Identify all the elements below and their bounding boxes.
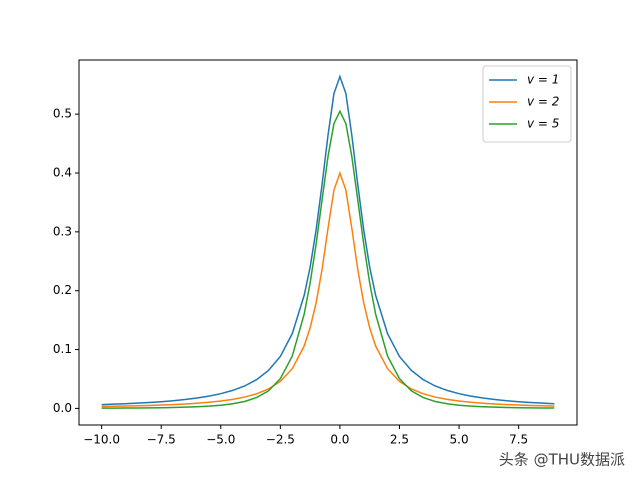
y-tick-label: 0.0 — [53, 401, 72, 415]
y-tick-label: 0.5 — [53, 107, 72, 121]
x-tick-label: −5.0 — [206, 433, 235, 447]
y-tick-label: 0.4 — [53, 165, 72, 179]
legend-label: v = 2 — [527, 95, 559, 109]
y-tick-label: 0.1 — [53, 342, 72, 356]
x-tick-label: 5.0 — [450, 433, 469, 447]
x-tick-label: −2.5 — [266, 433, 295, 447]
line-series — [101, 170, 555, 408]
legend-box — [482, 65, 572, 143]
x-tick-label: 0.0 — [330, 433, 349, 447]
x-tick-label: −10.0 — [83, 433, 120, 447]
x-tick-label: −7.5 — [147, 433, 176, 447]
y-tick-label: 0.2 — [53, 283, 72, 297]
watermark: 头条 @THU数据派 — [499, 451, 625, 469]
line-series — [101, 109, 555, 409]
y-tick-label: 0.3 — [53, 224, 72, 238]
x-tick-label: 2.5 — [390, 433, 409, 447]
legend-label: v = 5 — [527, 117, 559, 131]
legend-label: v = 1 — [527, 73, 559, 87]
axes-frame — [78, 59, 578, 426]
x-tick-label: 7.5 — [509, 433, 528, 447]
line-series — [101, 74, 555, 406]
